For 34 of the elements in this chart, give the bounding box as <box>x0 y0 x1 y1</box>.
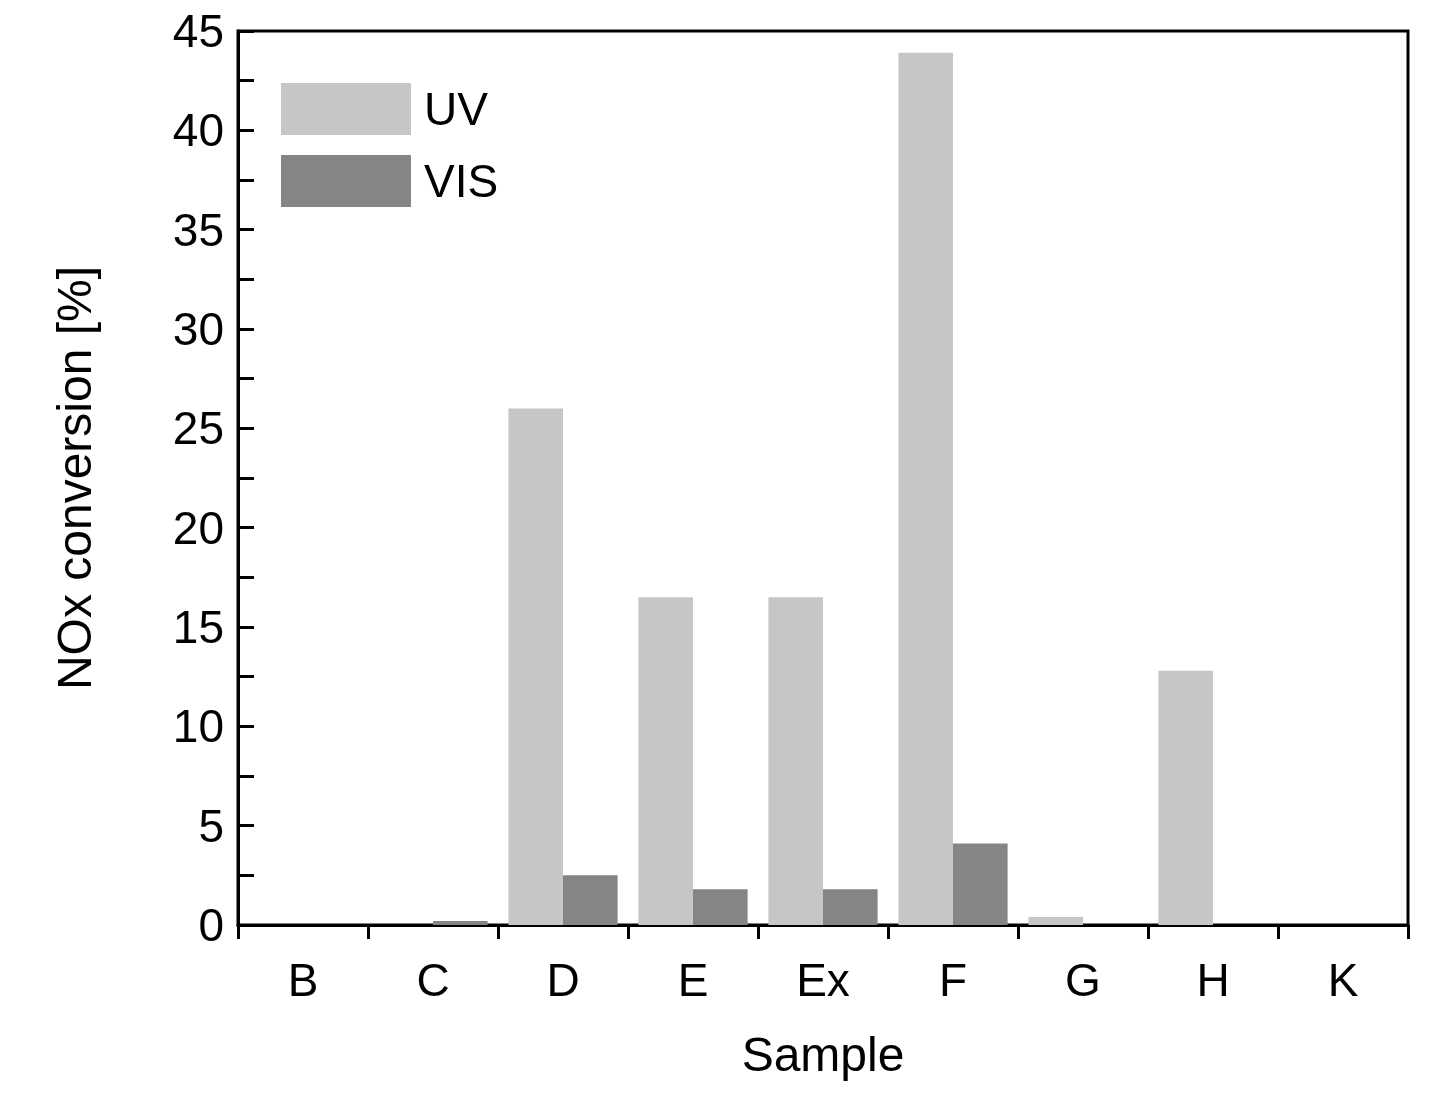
x-tick-label: D <box>546 954 580 1006</box>
y-tick-label: 25 <box>172 402 224 455</box>
x-axis-title: Sample <box>741 1027 905 1081</box>
bar <box>953 843 1008 925</box>
y-tick-label: 0 <box>198 899 224 951</box>
x-tick-label: Ex <box>796 954 850 1006</box>
y-tick-label: 15 <box>172 601 224 653</box>
bar <box>638 597 693 925</box>
x-tick-label: E <box>677 954 709 1006</box>
y-tick-label: 45 <box>172 5 224 57</box>
x-tick-label: G <box>1065 954 1101 1006</box>
legend-label: UV <box>424 83 489 135</box>
bar <box>563 875 618 925</box>
bar <box>898 52 953 925</box>
y-tick-label: 5 <box>198 799 224 852</box>
y-tick-label: 20 <box>172 501 224 554</box>
x-tick-label: C <box>416 954 450 1006</box>
y-tick-label: 30 <box>172 303 224 355</box>
bar <box>768 597 823 925</box>
y-tick-label: 40 <box>172 104 224 157</box>
bar <box>1158 670 1213 925</box>
x-tick-label: F <box>938 954 968 1006</box>
x-tick-label: K <box>1327 954 1359 1006</box>
bar <box>508 408 563 925</box>
y-tick-label: 10 <box>172 700 224 753</box>
legend-label: VIS <box>424 155 499 207</box>
bar <box>823 889 878 925</box>
x-tick-label: H <box>1196 954 1230 1006</box>
bar <box>693 889 748 925</box>
x-tick-label: B <box>287 954 319 1006</box>
y-tick-label: 35 <box>172 203 224 256</box>
bar <box>433 921 488 925</box>
bar <box>1028 917 1083 925</box>
y-axis-title: NOx conversion [%] <box>47 265 101 691</box>
